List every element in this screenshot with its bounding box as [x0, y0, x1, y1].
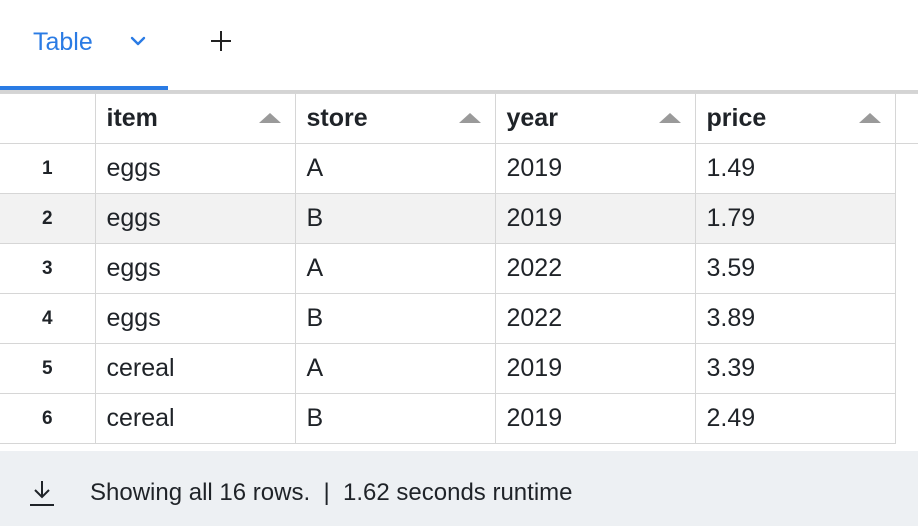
- filler-header: [894, 93, 918, 144]
- row-number: 6: [0, 393, 96, 444]
- header-row: item store year price: [0, 93, 918, 144]
- table-row[interactable]: 6 cereal B 2019 2.49: [0, 393, 918, 444]
- row-number: 3: [0, 243, 96, 294]
- tab-table-label: Table: [33, 28, 93, 56]
- column-header-label: store: [306, 104, 368, 132]
- cell-store[interactable]: A: [294, 143, 496, 194]
- row-number: 4: [0, 293, 96, 344]
- cell-store[interactable]: A: [294, 243, 496, 294]
- cell-year[interactable]: 2019: [494, 143, 696, 194]
- cell-price[interactable]: 3.39: [694, 343, 896, 394]
- column-header-label: price: [706, 104, 767, 132]
- download-icon[interactable]: [28, 478, 56, 508]
- cell-item[interactable]: cereal: [94, 393, 296, 444]
- column-header-year[interactable]: year: [494, 93, 696, 144]
- cell-store[interactable]: B: [294, 293, 496, 344]
- filler-cell: [895, 394, 918, 444]
- column-header-item[interactable]: item: [94, 93, 296, 144]
- tab-bar: Table: [0, 0, 918, 90]
- cell-year[interactable]: 2019: [494, 393, 696, 444]
- table-row[interactable]: 4 eggs B 2022 3.89: [0, 293, 918, 344]
- cell-item[interactable]: eggs: [94, 243, 296, 294]
- sort-ascending-icon[interactable]: [457, 112, 483, 124]
- row-number: 5: [0, 343, 96, 394]
- cell-year[interactable]: 2019: [494, 343, 696, 394]
- table-row[interactable]: 1 eggs A 2019 1.49: [0, 143, 918, 194]
- tab-table[interactable]: Table: [0, 0, 168, 90]
- cell-year[interactable]: 2022: [494, 243, 696, 294]
- cell-price[interactable]: 2.49: [694, 393, 896, 444]
- sort-ascending-icon[interactable]: [857, 112, 883, 124]
- cell-store[interactable]: B: [294, 193, 496, 244]
- cell-year[interactable]: 2022: [494, 293, 696, 344]
- column-header-store[interactable]: store: [294, 93, 496, 144]
- cell-item[interactable]: eggs: [94, 193, 296, 244]
- column-header-label: item: [106, 104, 158, 132]
- active-tab-indicator: [0, 86, 168, 90]
- cell-year[interactable]: 2019: [494, 193, 696, 244]
- status-bar: [0, 451, 918, 526]
- cell-store[interactable]: B: [294, 393, 496, 444]
- row-number: 1: [0, 143, 96, 194]
- cell-item[interactable]: cereal: [94, 343, 296, 394]
- grid-top-border: [0, 90, 918, 93]
- filler-cell: [895, 294, 918, 344]
- results-table: item store year price 1 eggs A 2019 1.: [0, 93, 918, 444]
- sort-ascending-icon[interactable]: [657, 112, 683, 124]
- table-row[interactable]: 5 cereal A 2019 3.39: [0, 343, 918, 394]
- status-text: Showing all 16 rows. | 1.62 seconds runt…: [90, 479, 573, 506]
- cell-price[interactable]: 1.49: [694, 143, 896, 194]
- cell-item[interactable]: eggs: [94, 293, 296, 344]
- sort-ascending-icon[interactable]: [257, 112, 283, 124]
- filler-cell: [895, 144, 918, 194]
- table-row[interactable]: 2 eggs B 2019 1.79: [0, 193, 918, 244]
- filler-cell: [895, 193, 918, 244]
- filler-cell: [895, 244, 918, 294]
- table-row[interactable]: 3 eggs A 2022 3.59: [0, 243, 918, 294]
- cell-store[interactable]: A: [294, 343, 496, 394]
- cell-price[interactable]: 3.59: [694, 243, 896, 294]
- chevron-down-icon[interactable]: [128, 33, 148, 49]
- row-number-header: [0, 93, 96, 144]
- row-number: 2: [0, 193, 96, 244]
- filler-cell: [895, 344, 918, 394]
- cell-price[interactable]: 3.89: [694, 293, 896, 344]
- plus-icon[interactable]: [206, 26, 236, 56]
- column-header-label: year: [506, 104, 558, 132]
- cell-price[interactable]: 1.79: [694, 193, 896, 244]
- column-header-price[interactable]: price: [694, 93, 896, 144]
- cell-item[interactable]: eggs: [94, 143, 296, 194]
